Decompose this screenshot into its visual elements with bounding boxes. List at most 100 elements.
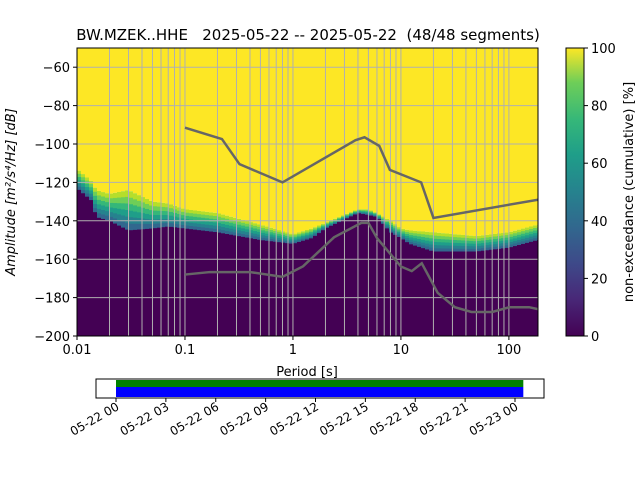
heatmap-cell (457, 248, 461, 253)
heatmap-cell (533, 240, 537, 336)
heatmap-cell (233, 223, 237, 228)
heatmap-cell (201, 211, 205, 216)
heatmap-cell (453, 242, 457, 247)
heatmap-cell (481, 240, 485, 244)
heatmap-cell (501, 238, 505, 242)
heatmap-cell (369, 48, 373, 211)
heatmap-cell (109, 202, 113, 209)
heatmap-cell (85, 177, 89, 182)
heatmap-cell (313, 48, 317, 228)
heatmap-cell (77, 177, 81, 181)
heatmap-cell (153, 210, 157, 216)
heatmap-cell (369, 210, 373, 212)
heatmap-cell (81, 186, 85, 191)
heatmap-cell (197, 226, 201, 231)
heatmap-cell (417, 246, 421, 336)
heatmap-cell (333, 223, 337, 225)
heatmap-cell (405, 229, 409, 233)
heatmap-cell (253, 225, 257, 229)
noise-models (184, 126, 538, 314)
heatmap-cell (309, 233, 313, 236)
heatmap-cell (253, 233, 257, 237)
heatmap-cell (225, 234, 229, 336)
heatmap-cell (125, 216, 129, 224)
heatmap-cell (297, 242, 301, 336)
heatmap-cell (149, 210, 153, 216)
heatmap-cell (477, 246, 481, 250)
heatmap-cell (165, 211, 169, 216)
heatmap-cell (485, 242, 489, 246)
heatmap-cell (125, 196, 129, 204)
heatmap-cell (137, 48, 141, 196)
heatmap-cell (169, 219, 173, 224)
heatmap-cell (385, 225, 389, 228)
heatmap-cell (341, 216, 345, 218)
heatmap-cell (421, 239, 425, 244)
heatmap-cell (229, 234, 233, 336)
heatmap-cell (93, 203, 97, 209)
heatmap-cell (325, 222, 329, 224)
heatmap-cell (333, 221, 337, 223)
heatmap-cell (205, 218, 209, 222)
heatmap-cell (533, 48, 537, 226)
heatmap-cell (513, 240, 517, 245)
heatmap-cell (453, 48, 457, 235)
x-tick-label: 0.01 (63, 343, 92, 358)
heatmap-cell (257, 48, 261, 225)
heatmap-cell (257, 231, 261, 236)
heatmap-cell (397, 233, 401, 236)
heatmap-cell (353, 212, 357, 214)
heatmap-cell (433, 48, 437, 233)
heatmap-cell (201, 230, 205, 336)
heatmap-cell (501, 233, 505, 237)
heatmap-cell (357, 211, 361, 213)
nlnm-line (184, 221, 538, 314)
heatmap-cell (441, 233, 445, 237)
heatmap-cell (153, 219, 157, 225)
heatmap-cell (409, 232, 413, 236)
heatmap-cell (385, 228, 389, 336)
heatmap-cell (325, 225, 329, 228)
heatmap-cell (473, 238, 477, 242)
y-tick-label: −180 (34, 292, 70, 307)
heatmap-cell (417, 231, 421, 235)
heatmap-cell (245, 229, 249, 233)
heatmap-cell (321, 223, 325, 226)
heatmap-cell (229, 216, 233, 221)
heatmap-cell (501, 245, 505, 249)
heatmap-cell (93, 48, 97, 188)
heatmap-cell (285, 232, 289, 235)
heatmap-cell (389, 230, 393, 234)
heatmap-cell (349, 216, 353, 336)
heatmap-cell (373, 214, 377, 216)
heatmap-cell (205, 215, 209, 219)
heatmap-cell (445, 248, 449, 253)
heatmap-cell (77, 170, 81, 175)
heatmap-cell (305, 239, 309, 336)
heatmap-cell (141, 223, 145, 230)
heatmap-cell (145, 208, 149, 215)
heatmap-cell (529, 48, 533, 227)
heatmap-cell (509, 247, 513, 336)
heatmap-cell (505, 237, 509, 241)
heatmap-cell (425, 48, 429, 232)
heatmap-cell (505, 235, 509, 239)
heatmap-cell (509, 48, 513, 232)
heatmap-cell (521, 48, 525, 229)
heatmap-cell (337, 218, 341, 221)
heatmap-cell (441, 248, 445, 253)
heatmap-cell (525, 237, 529, 241)
heatmap-cell (317, 230, 321, 233)
heatmap-cell (349, 214, 353, 216)
heatmap-cell (145, 223, 149, 230)
heatmap-cell (445, 245, 449, 250)
heatmap-cell (465, 251, 469, 336)
heatmap-cell (477, 251, 481, 336)
heatmap-cell (457, 245, 461, 250)
heatmap-cell (121, 203, 125, 210)
heatmap-cell (369, 212, 373, 214)
heatmap-cell (529, 231, 533, 235)
x-axis: 0.01 0.1 1 10 100 (63, 336, 521, 358)
heatmap-cell (109, 193, 113, 199)
heatmap-cell (425, 246, 429, 250)
